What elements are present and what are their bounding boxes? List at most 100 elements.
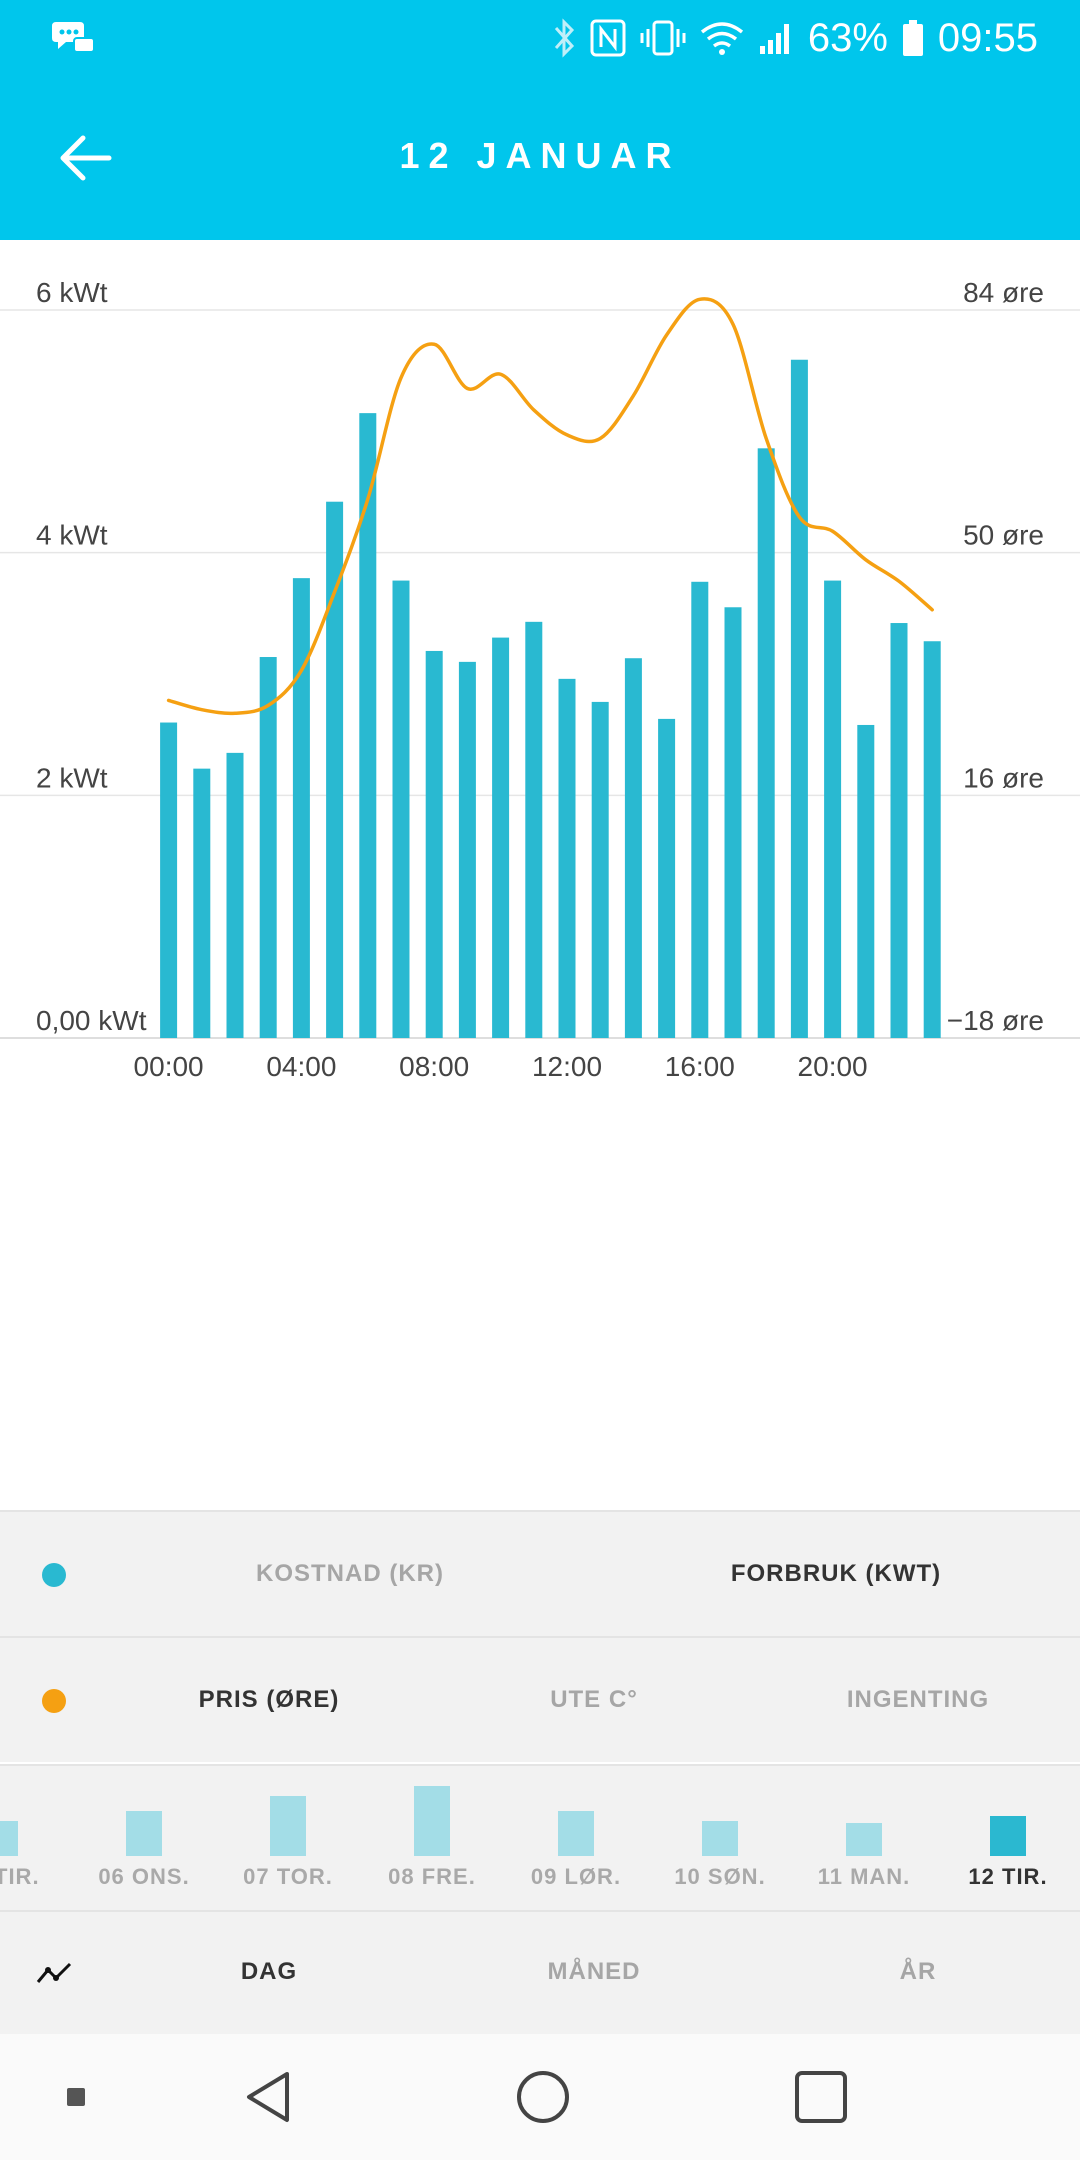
vibrate-icon <box>640 20 686 56</box>
day-label: 09 LØR. <box>530 1864 622 1889</box>
left-axis-label: 0,00 kWt <box>36 1005 147 1036</box>
option-ute-temp[interactable]: UTE C° <box>550 1686 638 1713</box>
period-maned[interactable]: MÅNED <box>547 1958 641 1985</box>
right-axis-label: 84 øre <box>963 277 1044 308</box>
consumption-bar <box>658 718 676 1038</box>
consumption-bar <box>525 621 543 1038</box>
day-label: 10 SØN. <box>674 1864 766 1889</box>
day-item[interactable]: 09 LØR. <box>504 1766 648 1910</box>
bluetooth-icon <box>554 18 574 58</box>
consumption-bar <box>458 661 476 1038</box>
right-axis-label: 16 øre <box>963 762 1044 793</box>
system-nav-bar <box>0 2034 1080 2160</box>
price-line-layer <box>166 297 934 716</box>
legend-row-bars: KOSTNAD (KR) FORBRUK (KWT) <box>0 1510 1080 1636</box>
day-item[interactable]: 06 ONS. <box>72 1766 216 1910</box>
x-tick-label: 00:00 <box>134 1051 204 1082</box>
circle-home-icon <box>517 2071 569 2123</box>
day-item-selected[interactable]: 12 TIR. <box>936 1766 1080 1910</box>
day-label: 11 MAN. <box>817 1864 911 1889</box>
nfc-icon <box>590 19 626 57</box>
period-ar[interactable]: ÅR <box>899 1958 937 1985</box>
line-chart-icon[interactable] <box>36 1960 74 1986</box>
x-tick-label: 12:00 <box>532 1051 602 1082</box>
left-axis-label: 4 kWt <box>36 520 108 551</box>
right-axis-label: −18 øre <box>947 1005 1044 1036</box>
consumption-bars <box>160 359 941 1039</box>
nav-dot-button[interactable] <box>56 2034 96 2160</box>
signal-icon <box>759 24 789 54</box>
day-bar <box>702 1821 738 1856</box>
consumption-bar <box>292 578 310 1038</box>
consumption-bar <box>890 623 908 1038</box>
day-label: 06 ONS. <box>98 1864 190 1889</box>
price-line <box>166 297 934 716</box>
consumption-bar <box>757 448 775 1038</box>
day-label: 05 TIR. <box>0 1864 40 1889</box>
wifi-icon <box>700 22 743 55</box>
consumption-bar <box>724 607 742 1038</box>
consumption-bar <box>624 658 642 1038</box>
consumption-bar <box>790 359 808 1038</box>
day-bar <box>126 1811 162 1856</box>
consumption-bar <box>160 722 178 1038</box>
consumption-bar <box>558 678 576 1038</box>
day-bar <box>414 1786 450 1856</box>
option-forbruk[interactable]: FORBRUK (KWT) <box>730 1560 942 1587</box>
nav-recents-button[interactable] <box>781 2034 861 2160</box>
chat-app-icon <box>52 22 94 53</box>
day-item[interactable]: 08 FRE. <box>360 1766 504 1910</box>
consumption-bar <box>691 581 709 1038</box>
chart-area: 6 kWt 84 øre 4 kWt 50 øre 2 kWt 16 øre 0,00 kW… <box>0 240 1080 1510</box>
day-item[interactable]: 07 TOR. <box>216 1766 360 1910</box>
day-item[interactable]: 10 SØN. <box>648 1766 792 1910</box>
x-tick-label: 08:00 <box>399 1051 469 1082</box>
left-axis-label: 6 kWt <box>36 277 108 308</box>
clock: 09:55 <box>937 15 1038 60</box>
square-recents-icon <box>795 2071 847 2123</box>
arrow-left-icon <box>60 135 112 181</box>
square-dot-icon <box>67 2088 85 2106</box>
battery-icon <box>902 20 923 56</box>
consumption-bar <box>226 752 244 1038</box>
nav-back-button[interactable] <box>228 2034 308 2160</box>
day-label: 12 TIR. <box>968 1864 1048 1889</box>
option-pris[interactable]: PRIS (ØRE) <box>198 1686 340 1713</box>
consumption-bar <box>923 641 941 1038</box>
day-bar <box>270 1796 306 1856</box>
line-series-dot <box>42 1689 66 1713</box>
consumption-bar <box>326 501 344 1038</box>
day-bar <box>990 1816 1026 1856</box>
x-tick-label: 20:00 <box>798 1051 868 1082</box>
day-item[interactable]: 05 TIR. <box>0 1766 72 1910</box>
option-kostnad[interactable]: KOSTNAD (KR) <box>256 1560 444 1587</box>
day-selector: 05 TIR. 06 ONS. 07 TOR. 08 FRE. 09 LØR. … <box>0 1764 1080 1910</box>
app-bar: 12 JANUAR <box>0 76 1080 240</box>
consumption-bar <box>824 580 842 1038</box>
consumption-bar <box>359 413 377 1039</box>
legend-row-line: PRIS (ØRE) UTE C° INGENTING <box>0 1636 1080 1762</box>
x-tick-label: 04:00 <box>266 1051 336 1082</box>
page-title: 12 JANUAR <box>399 135 681 176</box>
period-dag[interactable]: DAG <box>240 1958 298 1985</box>
day-item[interactable]: 11 MAN. <box>792 1766 936 1910</box>
x-tick-label: 16:00 <box>665 1051 735 1082</box>
day-label: 07 TOR. <box>243 1864 333 1889</box>
day-bar <box>0 1821 18 1856</box>
consumption-bar <box>425 650 443 1038</box>
day-bar <box>846 1823 882 1856</box>
status-bar: 63% 09:55 <box>0 0 1080 76</box>
battery-percent: 63% <box>807 15 888 60</box>
consumption-chart: 6 kWt 84 øre 4 kWt 50 øre 2 kWt 16 øre 0,00 kW… <box>0 277 1080 1082</box>
option-ingenting[interactable]: INGENTING <box>846 1686 990 1713</box>
consumption-bar <box>492 637 510 1038</box>
consumption-bar <box>392 580 410 1038</box>
consumption-bar <box>193 768 211 1038</box>
bar-series-dot <box>42 1563 66 1587</box>
triangle-back-icon <box>247 2072 289 2122</box>
nav-home-button[interactable] <box>503 2034 583 2160</box>
axis-labels: 6 kWt 84 øre 4 kWt 50 øre 2 kWt 16 øre 0,00 kW… <box>36 277 1044 1082</box>
period-selector: DAG MÅNED ÅR <box>0 1910 1080 2034</box>
right-axis-label: 50 øre <box>963 520 1044 551</box>
back-button[interactable] <box>40 118 130 198</box>
